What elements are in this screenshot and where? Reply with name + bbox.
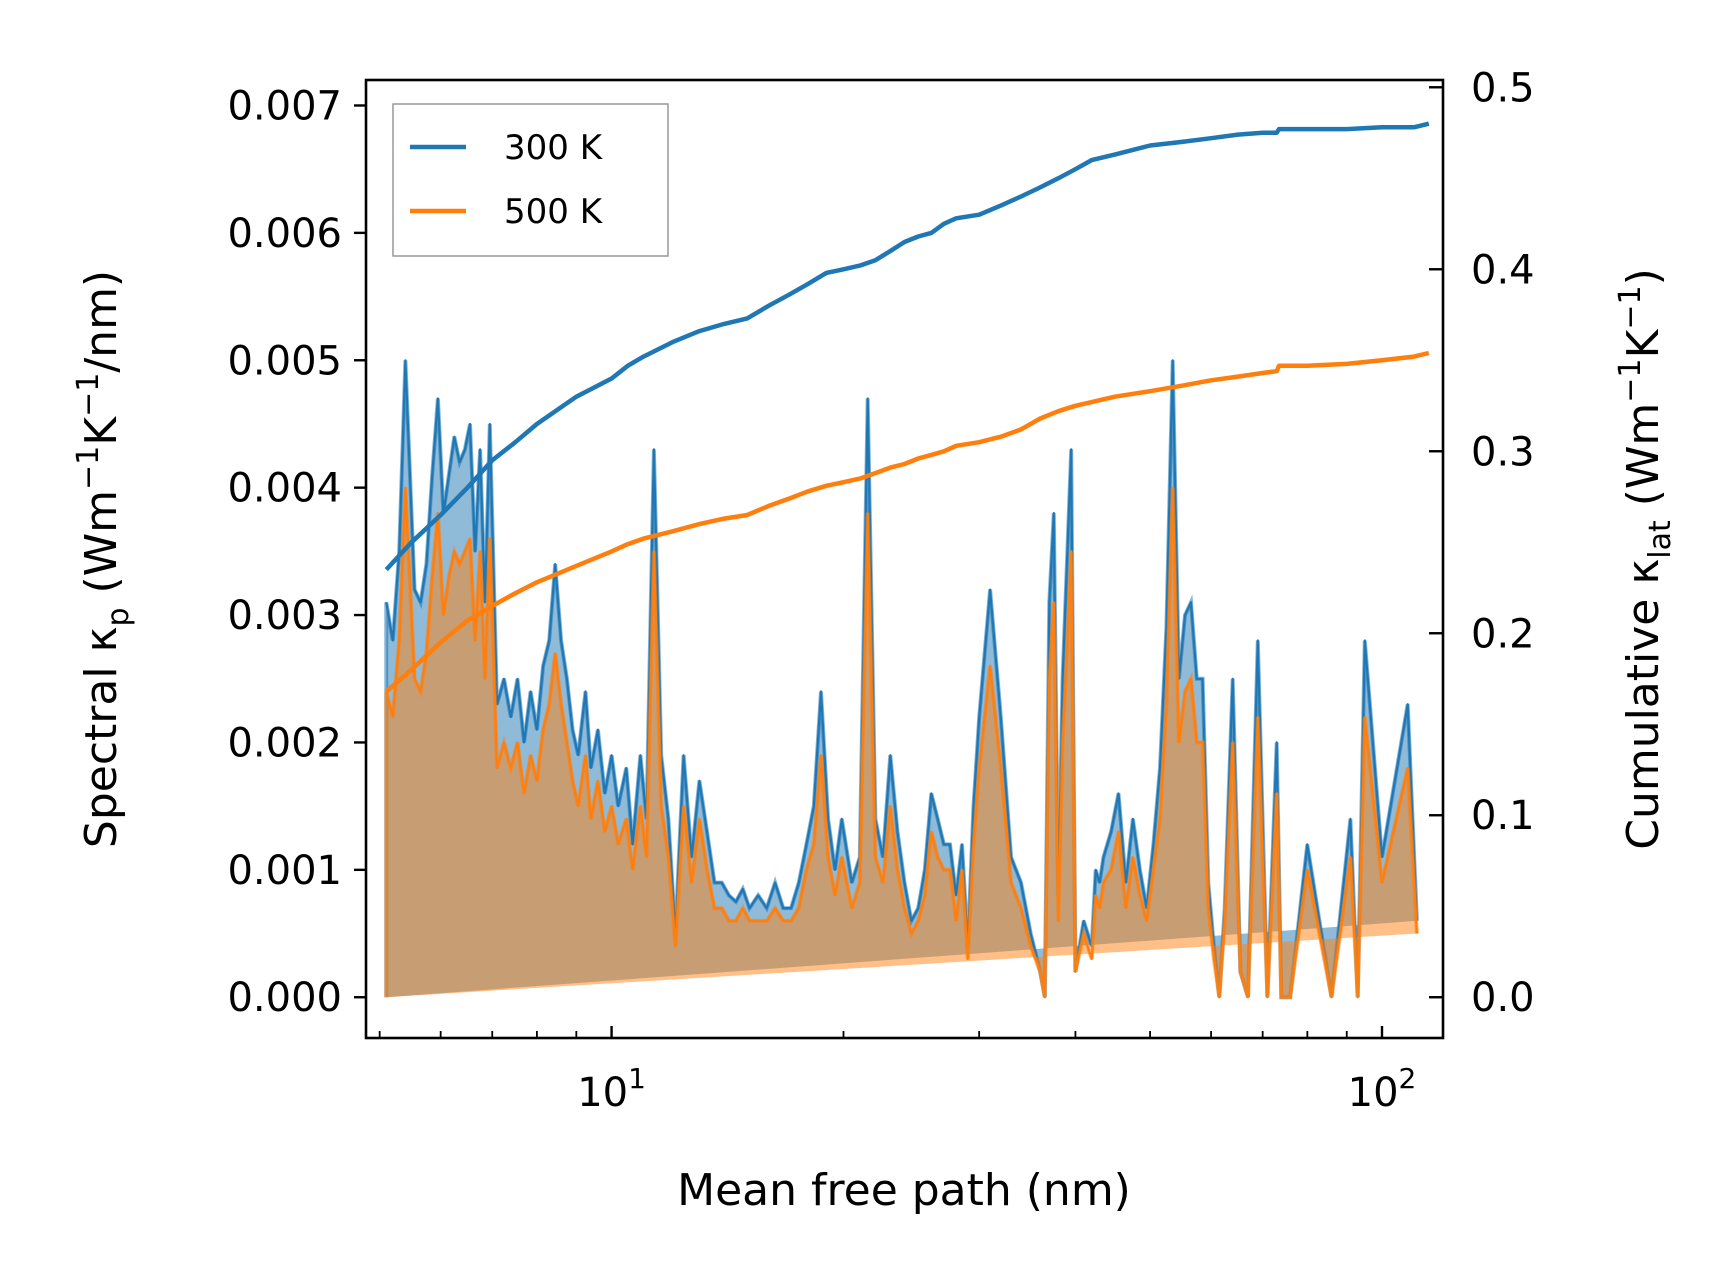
x-axis-label: Mean free path (nm) (677, 1165, 1131, 1216)
y-right-tick-label: 0.0 (1471, 975, 1535, 1021)
y-right-tick-label: 0.2 (1471, 611, 1535, 657)
y-right-axis-label: Cumulative κlat (Wm−1K−1) (1613, 268, 1678, 850)
cumulative-line-300k (384, 121, 1430, 572)
legend: 300 K 500 K (392, 103, 669, 257)
legend-label-500k: 500 K (504, 192, 604, 232)
y-left-tick-label: 0.003 (227, 593, 342, 639)
y-left-tick-label: 0.007 (227, 83, 342, 129)
x-tick-label: 101 (577, 1062, 646, 1116)
axes-frame (364, 78, 1445, 1040)
y-left-tick-label: 0.006 (227, 211, 342, 257)
y-left-tick-label: 0.002 (227, 720, 342, 766)
y-left-tick-label: 0.000 (227, 975, 342, 1021)
legend-box (392, 103, 669, 257)
x-tick-label: 102 (1348, 1062, 1417, 1116)
legend-label-300k: 300 K (504, 128, 604, 168)
y-left-tick-label: 0.005 (227, 338, 342, 384)
y-left-tick-label: 0.004 (227, 466, 342, 512)
y-right-tick-label: 0.3 (1471, 429, 1535, 475)
spectral-line-500k (385, 486, 1418, 999)
cumulative-line-500k (384, 350, 1430, 694)
y-right-tick-label: 0.1 (1471, 793, 1535, 839)
y-right-tick-label: 0.4 (1471, 247, 1535, 293)
y-left-axis-label: Spectral κp (Wm−1K−1/nm) (71, 270, 136, 848)
y-right-tick-label: 0.5 (1471, 65, 1535, 111)
y-left-tick-label: 0.001 (227, 848, 342, 894)
plot-area (384, 121, 1430, 1000)
axes: 0.000 0.001 0.002 0.003 0.004 0.005 0.006 0.007… (227, 65, 1534, 1116)
